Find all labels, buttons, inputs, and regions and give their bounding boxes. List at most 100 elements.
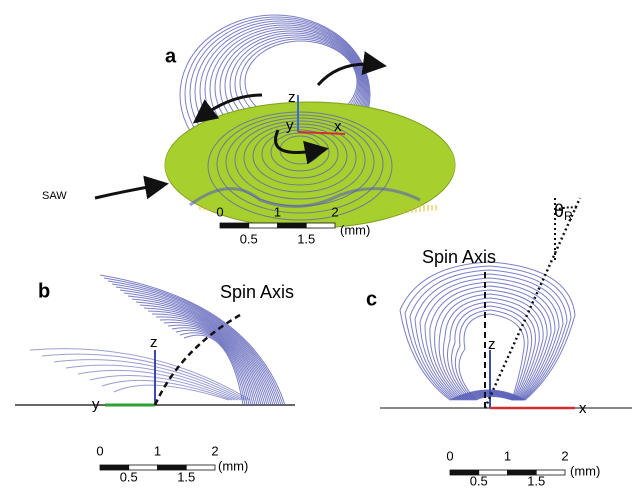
streamline (89, 375, 236, 401)
angle-symbol: θ (554, 201, 564, 221)
annotation: Spin Axis (422, 247, 496, 267)
scale-unit: (mm) (340, 222, 370, 237)
streamline (103, 277, 284, 406)
streamline (175, 329, 248, 406)
panel-label: c (366, 288, 377, 310)
axis (297, 131, 346, 135)
scale-bar-segment (277, 222, 307, 229)
scale-tick-label: 1 (504, 448, 511, 463)
streamline (419, 277, 560, 401)
axis-label: x (334, 118, 342, 135)
scale-tick-label: 0.5 (240, 231, 258, 246)
streamline (111, 283, 280, 406)
streamline (451, 305, 533, 401)
streamline (99, 274, 286, 406)
spin-axis (153, 313, 241, 406)
streamline (409, 269, 568, 401)
streamline (458, 313, 525, 401)
scale-tick-label: 0.5 (470, 473, 488, 486)
streamline (438, 293, 544, 401)
scale-bar-segment (248, 222, 278, 229)
axis-label: z (488, 336, 496, 353)
scale-tick-label: 2 (211, 443, 218, 458)
scale-tick-label: 1 (154, 443, 161, 458)
streamline (155, 316, 258, 406)
streamline (147, 310, 262, 406)
axis-label: z (150, 334, 158, 351)
streamline (29, 348, 251, 401)
streamline (143, 307, 264, 406)
streamline (171, 327, 250, 406)
streamline (107, 280, 282, 406)
streamline (151, 313, 260, 406)
annotation: Spin Axis (220, 282, 294, 302)
axis-label: y (286, 117, 294, 134)
streamline (159, 319, 256, 406)
streamline (234, 120, 366, 200)
scale-tick-label: 2 (331, 204, 338, 219)
streamline (243, 123, 357, 193)
streamline (131, 298, 270, 406)
streamline (163, 321, 254, 406)
scale-bar-segment (185, 464, 216, 471)
streamline (167, 324, 252, 406)
streamline (179, 332, 246, 406)
arrow (192, 93, 263, 124)
streamline (404, 265, 572, 401)
axis-label: z (288, 89, 296, 106)
scale-tick-label: 0 (96, 443, 103, 458)
streamline (41, 353, 248, 401)
scale-bar-segment (305, 222, 336, 229)
panel-label: b (38, 280, 50, 302)
arrow (94, 175, 169, 200)
scale-tick-label: 0 (446, 448, 453, 463)
panel-label: a (165, 45, 177, 67)
scale-bar-segment (219, 222, 250, 229)
scale-tick-label: 2 (561, 448, 568, 463)
arrow (274, 129, 329, 165)
axis-label: x (579, 400, 587, 417)
streamline (135, 301, 268, 406)
scale-tick-label: 0.5 (120, 469, 138, 484)
streamline (115, 286, 278, 406)
streamline (189, 187, 421, 208)
streamline (207, 111, 393, 221)
angle-subscript: R (564, 209, 573, 223)
streamline (434, 289, 548, 401)
scale-unit: (mm) (218, 458, 248, 473)
scale-tick-label: 0 (216, 204, 223, 219)
scale-unit: (mm) (570, 463, 600, 478)
streamline (183, 334, 244, 406)
streamline (414, 273, 564, 401)
scale-tick-label: 1.5 (297, 231, 315, 246)
streamline (424, 281, 556, 401)
angle-arc (554, 206, 579, 211)
arrow (316, 51, 387, 87)
streamline (442, 297, 540, 401)
streamline (101, 379, 233, 401)
scale-tick-label: 1 (274, 204, 281, 219)
angle-label: θR (554, 201, 573, 223)
streamline (261, 129, 339, 179)
streamline (216, 114, 384, 214)
streamline (53, 359, 245, 401)
streamline (65, 364, 242, 401)
scale-tick-label: 1.5 (527, 473, 545, 486)
substrate (165, 105, 455, 225)
illustration (15, 14, 632, 476)
streamline (454, 309, 529, 401)
scale-bar-segment (535, 469, 566, 476)
streamline (429, 285, 552, 401)
scale-tick-label: 1.5 (177, 469, 195, 484)
streamline (399, 261, 576, 401)
axis-label: y (92, 396, 100, 413)
streamline (113, 384, 230, 401)
streamline (127, 295, 272, 406)
streamline (447, 301, 536, 401)
streamline (139, 304, 266, 406)
annotation: SAW (42, 190, 67, 202)
tilted-axis (483, 197, 582, 409)
